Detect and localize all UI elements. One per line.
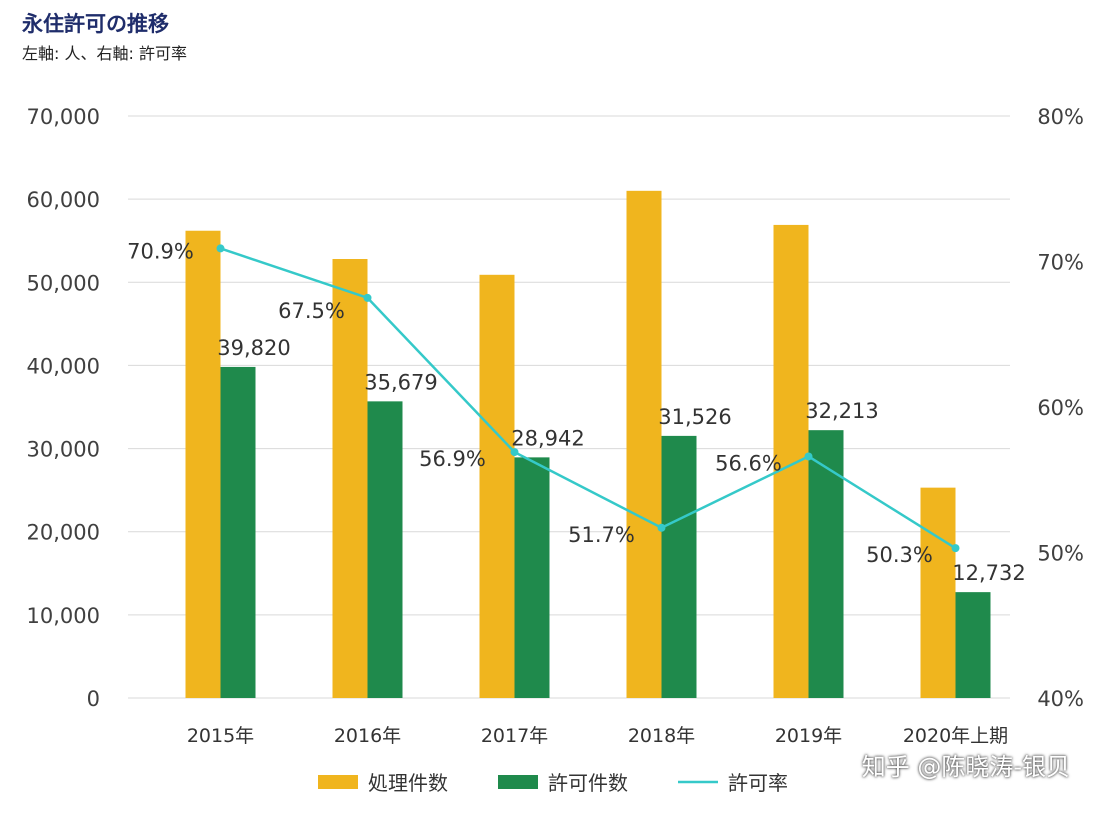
bars — [185, 190, 991, 699]
bar-processed — [332, 259, 368, 698]
rate-point — [510, 448, 519, 457]
bar-approved — [220, 366, 256, 698]
y-left-tick-label: 60,000 — [27, 188, 100, 212]
gridlines — [128, 115, 1010, 699]
x-tick-label: 2017年 — [481, 725, 548, 747]
rate-data-label: 67.5% — [278, 299, 345, 323]
y-right-tick-label: 80% — [1037, 105, 1084, 129]
rate-data-label: 50.3% — [866, 543, 933, 567]
rate-point — [951, 544, 960, 553]
x-tick-label: 2015年 — [187, 725, 254, 747]
y-right-tick-label: 40% — [1037, 687, 1084, 711]
legend: 処理件数 許可件数 許可率 — [318, 771, 788, 795]
rate-data-label: 51.7% — [568, 523, 635, 547]
legend-label: 処理件数 — [368, 771, 448, 795]
bar-data-label: 32,213 — [805, 399, 878, 423]
bar-data-label: 31,526 — [658, 405, 731, 429]
bar-processed — [773, 224, 809, 698]
x-tick-label: 2016年 — [334, 725, 401, 747]
rate-data-label: 56.6% — [715, 451, 782, 475]
y-left-tick-label: 10,000 — [27, 604, 100, 628]
bar-approved — [367, 401, 403, 698]
watermark: 知乎 @陈晓涛-银贝 — [861, 753, 1070, 781]
axes: 0 10,000 20,000 30,000 40,000 50,000 60,000 70,… — [27, 105, 1084, 747]
bar-processed — [626, 190, 662, 699]
bar-data-label: 39,820 — [217, 336, 290, 360]
x-tick-label: 2019年 — [775, 725, 842, 747]
y-right-tick-label: 70% — [1037, 251, 1084, 275]
x-tick-label: 2018年 — [628, 725, 695, 747]
y-right-tick-label: 60% — [1037, 396, 1084, 420]
y-left-tick-label: 0 — [87, 687, 100, 711]
bar-approved — [661, 435, 697, 698]
bar-processed — [479, 274, 515, 698]
rate-point — [657, 523, 666, 532]
chart-title: 永住許可の推移 — [22, 12, 169, 36]
rate-point — [216, 244, 225, 253]
y-right-tick-label: 50% — [1037, 542, 1084, 566]
y-left-tick-label: 30,000 — [27, 438, 100, 462]
bar-data-label: 12,732 — [952, 561, 1025, 585]
bar-processed — [185, 230, 221, 699]
y-left-tick-label: 40,000 — [27, 354, 100, 378]
legend-swatch — [498, 775, 538, 789]
rate-line — [216, 244, 960, 553]
legend-label: 許可率 — [728, 771, 788, 795]
bar-processed — [920, 487, 956, 698]
rate-data-label: 56.9% — [419, 447, 486, 471]
rate-data-label: 70.9% — [127, 239, 194, 263]
data-labels: 39,820 35,679 28,942 31,526 32,213 12,732 70.9… — [127, 239, 1026, 585]
y-left-tick-label: 20,000 — [27, 521, 100, 545]
x-tick-label: 2020年上期 — [903, 725, 1008, 747]
bar-approved — [955, 592, 991, 698]
bar-data-label: 28,942 — [511, 426, 584, 450]
legend-label: 許可件数 — [548, 771, 628, 795]
chart-subtitle: 左軸: 人、右軸: 許可率 — [22, 44, 187, 63]
rate-point — [363, 293, 372, 302]
legend-swatch — [318, 775, 358, 789]
bar-approved — [808, 430, 844, 698]
y-left-tick-label: 70,000 — [27, 105, 100, 129]
bar-data-label: 35,679 — [364, 370, 437, 394]
y-left-tick-label: 50,000 — [27, 271, 100, 295]
rate-point — [804, 452, 813, 461]
bar-approved — [514, 457, 550, 698]
rate-line-path — [220, 247, 957, 550]
